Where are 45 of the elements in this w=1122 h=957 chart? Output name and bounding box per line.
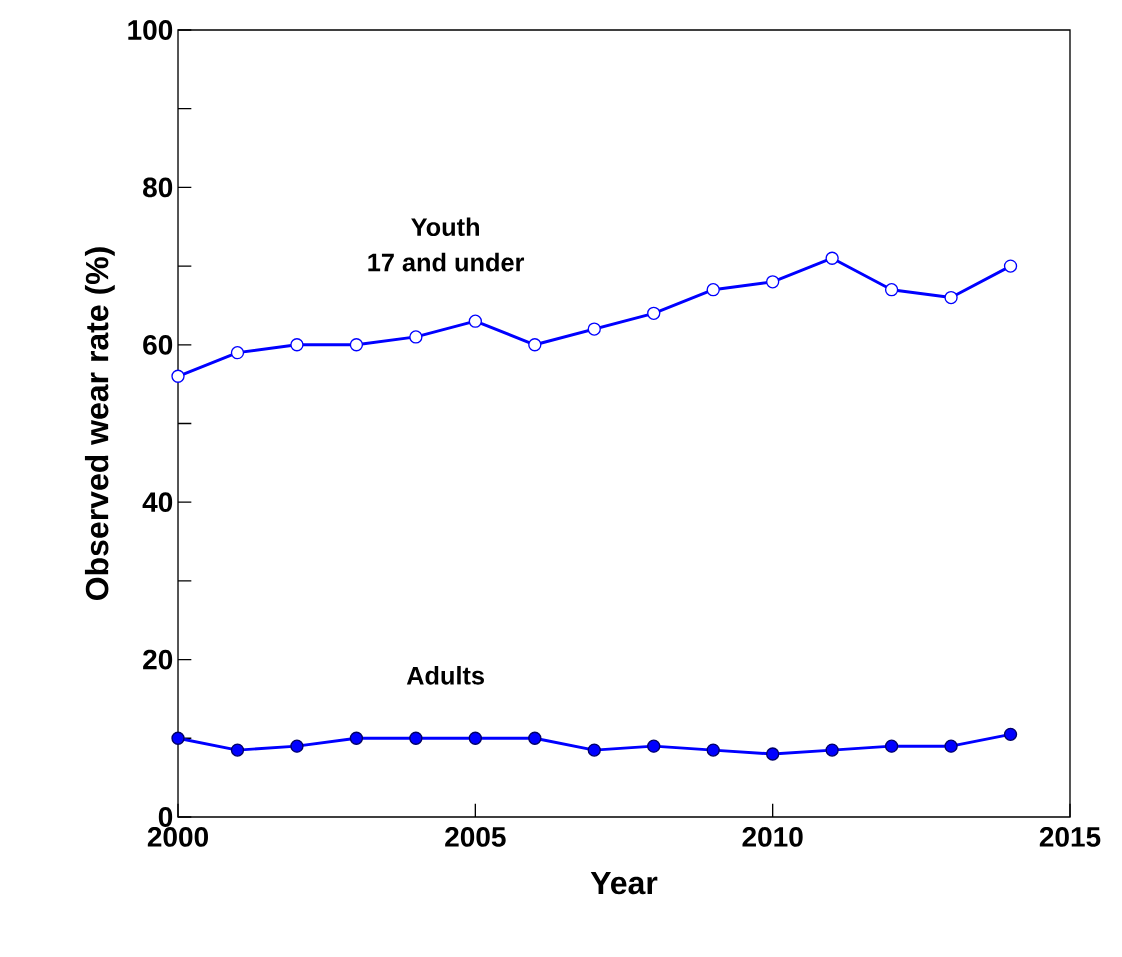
x-tick-label: 2010 <box>742 827 803 847</box>
point <box>230 345 245 360</box>
x-tick-label: 2015 <box>1039 827 1101 847</box>
point <box>230 743 245 757</box>
point <box>349 731 364 745</box>
point <box>171 731 185 745</box>
point <box>1003 727 1018 742</box>
y-tick-label: 60 <box>143 334 173 355</box>
point <box>468 731 483 745</box>
point <box>944 290 958 305</box>
point <box>766 747 780 761</box>
annotation: 17 and under <box>368 252 525 272</box>
x-axis-title: Year <box>590 872 658 895</box>
y-tick-label: 80 <box>143 177 173 198</box>
point <box>468 314 483 328</box>
point <box>349 338 364 352</box>
point <box>528 338 542 352</box>
point <box>706 743 720 757</box>
point <box>409 330 423 344</box>
point <box>587 322 601 336</box>
point <box>171 369 185 383</box>
point <box>647 306 661 320</box>
y-tick-label: 0 <box>158 807 173 827</box>
point <box>766 275 780 289</box>
point <box>884 283 899 297</box>
point <box>290 739 304 753</box>
y-tick-label: 40 <box>142 492 173 513</box>
point <box>647 739 661 753</box>
annotation: Adults <box>406 666 484 685</box>
x-tick-label: 2000 <box>147 827 208 847</box>
point <box>884 739 899 753</box>
point <box>587 743 601 757</box>
x-tick-label: 2005 <box>445 827 506 847</box>
y-tick-label: 100 <box>128 20 173 40</box>
y-axis-title: Observed wear rate (%) <box>84 247 115 601</box>
point <box>409 731 423 745</box>
point <box>528 731 542 745</box>
annotation: Youth <box>411 217 479 237</box>
point <box>1003 259 1018 273</box>
point <box>706 283 720 297</box>
point <box>944 739 958 753</box>
point <box>825 251 839 265</box>
point <box>825 743 839 757</box>
y-tick-label: 20 <box>143 649 173 670</box>
point <box>290 338 304 352</box>
